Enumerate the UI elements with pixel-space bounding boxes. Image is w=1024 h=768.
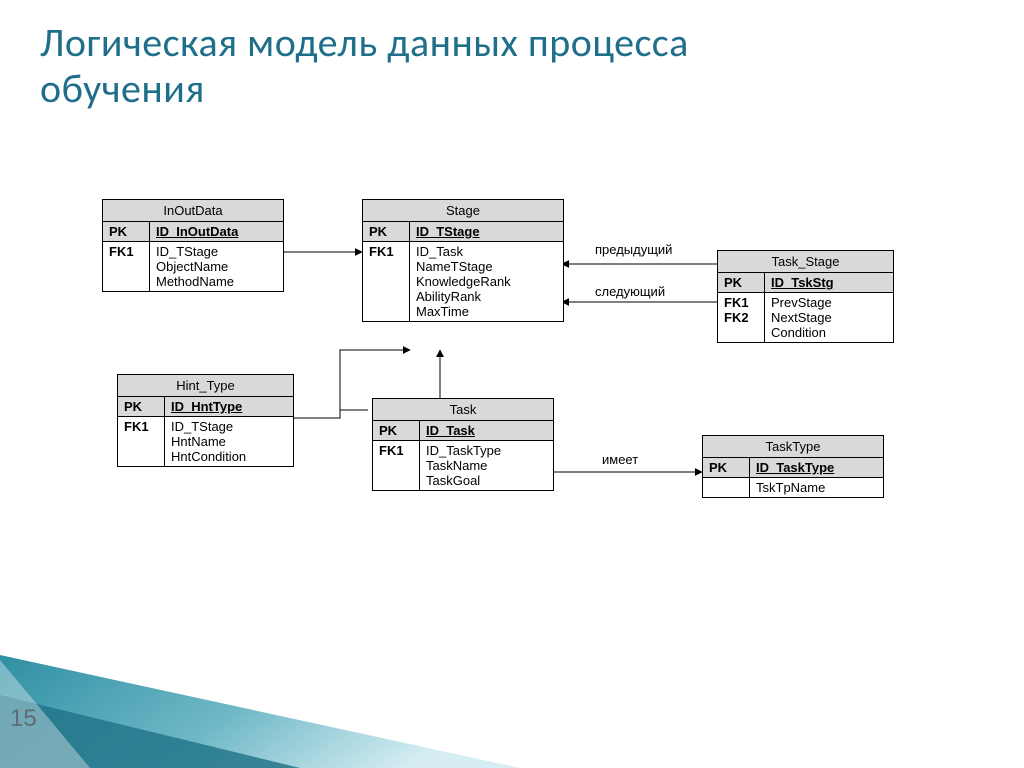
entity-header: Task [373, 399, 553, 421]
entity-task: Task PK ID_Task FK1 ID_TaskType TaskName… [372, 398, 554, 491]
title-line1: Логическая модель данных процесса [40, 18, 689, 67]
fk-label: FK1 [363, 242, 410, 322]
pk-field: ID_HntType [171, 399, 242, 414]
entity-header: Hint_Type [118, 375, 293, 397]
entity-fields: PrevStage NextStage Condition [765, 293, 894, 343]
edge-label-has: имеет [602, 452, 638, 467]
pk-field: ID_TskStg [771, 275, 834, 290]
title-line2: обучения [40, 64, 205, 113]
pk-label: PK [373, 421, 420, 441]
fk-label: FK1 [373, 441, 420, 491]
decor-sweep [0, 560, 520, 768]
slide-title: Логическая модель данных процесса обучен… [40, 20, 689, 112]
fk-label [703, 478, 750, 498]
entity-hint-type: Hint_Type PK ID_HntType FK1 ID_TStage Hn… [117, 374, 294, 467]
entity-inoutdata: InOutData PK ID_InOutData FK1 ID_TStage … [102, 199, 284, 292]
pk-field: ID_Task [426, 423, 475, 438]
edge-label-prev: предыдущий [595, 242, 672, 257]
pk-label: PK [118, 397, 165, 417]
entity-header: InOutData [103, 200, 283, 222]
pk-field: ID_TStage [416, 224, 480, 239]
fk-label: FK1 [118, 417, 165, 467]
entity-fields: ID_Task NameTStage KnowledgeRank Ability… [410, 242, 564, 322]
entity-fields: ID_TStage HntName HntCondition [165, 417, 294, 467]
pk-label: PK [718, 273, 765, 293]
pk-label: PK [703, 458, 750, 478]
entity-stage: Stage PK ID_TStage FK1 ID_Task NameTStag… [362, 199, 564, 322]
fk-label: FK1 FK2 [718, 293, 765, 343]
entity-fields: ID_TStage ObjectName MethodName [150, 242, 284, 292]
entity-fields: ID_TaskType TaskName TaskGoal [420, 441, 554, 491]
pk-label: PK [103, 222, 150, 242]
entity-header: TaskType [703, 436, 883, 458]
pk-field: ID_InOutData [156, 224, 238, 239]
pk-label: PK [363, 222, 410, 242]
edge-label-next: следующий [595, 284, 665, 299]
page-number: 15 [10, 705, 37, 733]
entity-header: Stage [363, 200, 563, 222]
entity-fields: TskTpName [750, 478, 884, 498]
pk-field: ID_TaskType [756, 460, 834, 475]
fk-label: FK1 [103, 242, 150, 292]
entity-task-stage: Task_Stage PK ID_TskStg FK1 FK2 PrevStag… [717, 250, 894, 343]
entity-header: Task_Stage [718, 251, 893, 273]
entity-tasktype: TaskType PK ID_TaskType TskTpName [702, 435, 884, 498]
